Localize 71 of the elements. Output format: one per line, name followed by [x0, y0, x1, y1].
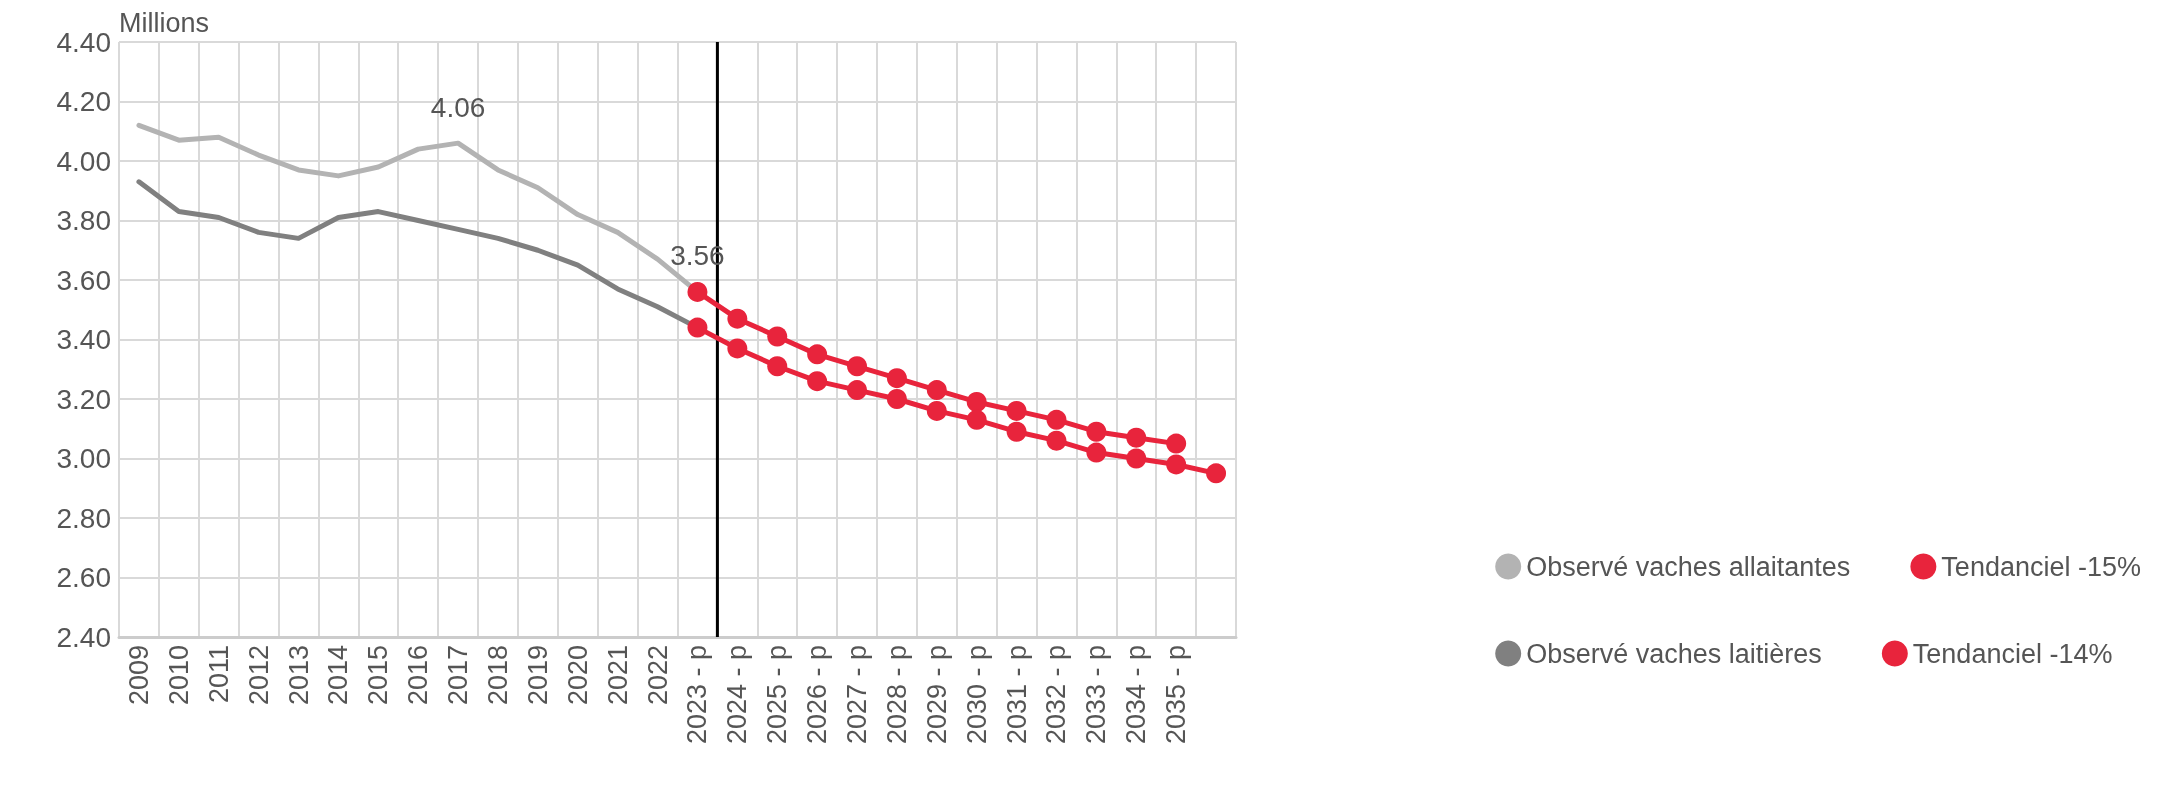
- x-tick-label: 2035 - p: [1161, 645, 1192, 745]
- x-tick-label: 2011: [203, 645, 234, 704]
- point: [966, 391, 987, 412]
- x-tick-label: 2021: [602, 645, 633, 706]
- x-tick-label: 2020: [562, 645, 593, 706]
- point: [1166, 454, 1187, 475]
- x-tick-label: 2027 - p: [842, 645, 873, 745]
- x-tick-label: 2023 - p: [682, 645, 713, 745]
- y-axis-title: Millions: [119, 7, 210, 38]
- y-tick-label: 4.00: [56, 145, 111, 177]
- y-tick-label: 3.60: [56, 264, 111, 296]
- point: [1126, 448, 1147, 469]
- point: [1086, 442, 1107, 463]
- point: [687, 281, 708, 302]
- x-tick-label: 2029 - p: [921, 645, 952, 745]
- x-tick-label: 2030 - p: [961, 645, 992, 745]
- point: [767, 356, 788, 377]
- x-tick-label: 2018: [482, 645, 513, 706]
- point: [847, 356, 868, 377]
- x-tick-label: 2022: [642, 645, 673, 706]
- point: [926, 400, 947, 421]
- point: [966, 409, 987, 430]
- x-tick-label: 2012: [243, 645, 274, 706]
- y-tick-label: 4.20: [56, 86, 111, 117]
- legend-label: Tendanciel -15%: [1941, 551, 2142, 582]
- x-tick-label: 2010: [163, 645, 194, 706]
- x-tick-label: 2015: [363, 645, 394, 706]
- x-tick-label: 2028 - p: [881, 645, 912, 745]
- x-tick-label: 2031 - p: [1001, 645, 1032, 745]
- y-tick-label: 3.00: [56, 443, 111, 474]
- x-tick-label: 2019: [522, 645, 553, 706]
- point: [1006, 400, 1027, 421]
- point: [1086, 421, 1107, 442]
- x-tick-label: 2026 - p: [802, 645, 833, 745]
- y-tick-label: 3.20: [56, 383, 111, 415]
- point: [687, 317, 708, 338]
- point: [847, 380, 868, 401]
- point: [807, 344, 828, 365]
- point: [1046, 430, 1067, 451]
- x-tick-label: 2017: [443, 645, 474, 706]
- data-label: 4.06: [430, 91, 486, 123]
- legend-label: Observé vaches laitières: [1526, 638, 1822, 669]
- point: [727, 308, 748, 329]
- x-tick-label: 2014: [323, 645, 354, 706]
- point: [807, 371, 828, 392]
- y-tick-label: 3.80: [56, 205, 111, 236]
- point: [767, 326, 788, 347]
- x-tick-label: 2032 - p: [1041, 645, 1072, 745]
- y-tick-label: 2.40: [56, 621, 111, 653]
- point: [1166, 433, 1187, 454]
- legend-label: Observé vaches allaitantes: [1526, 551, 1851, 582]
- x-tick-label: 2009: [123, 645, 154, 706]
- y-tick-label: 4.40: [56, 26, 111, 58]
- x-tick-label: 2033 - p: [1081, 645, 1112, 745]
- point: [1006, 421, 1027, 442]
- point: [886, 368, 907, 389]
- x-tick-label: 2013: [283, 645, 314, 706]
- point: [926, 380, 947, 401]
- point: [1126, 427, 1147, 448]
- x-tick-label: 2034 - p: [1121, 645, 1152, 745]
- legend-label: Tendanciel -14%: [1912, 638, 2113, 669]
- x-tick-label: 2016: [403, 645, 434, 706]
- x-tick-label: 2024 - p: [722, 645, 753, 745]
- y-tick-label: 2.60: [56, 562, 111, 593]
- x-tick-label: 2025 - p: [762, 645, 793, 745]
- y-tick-label: 3.40: [56, 324, 111, 355]
- y-tick-label: 2.80: [56, 502, 111, 534]
- point: [1046, 409, 1067, 430]
- point: [886, 389, 907, 409]
- point: [727, 338, 748, 359]
- point: [1206, 463, 1227, 484]
